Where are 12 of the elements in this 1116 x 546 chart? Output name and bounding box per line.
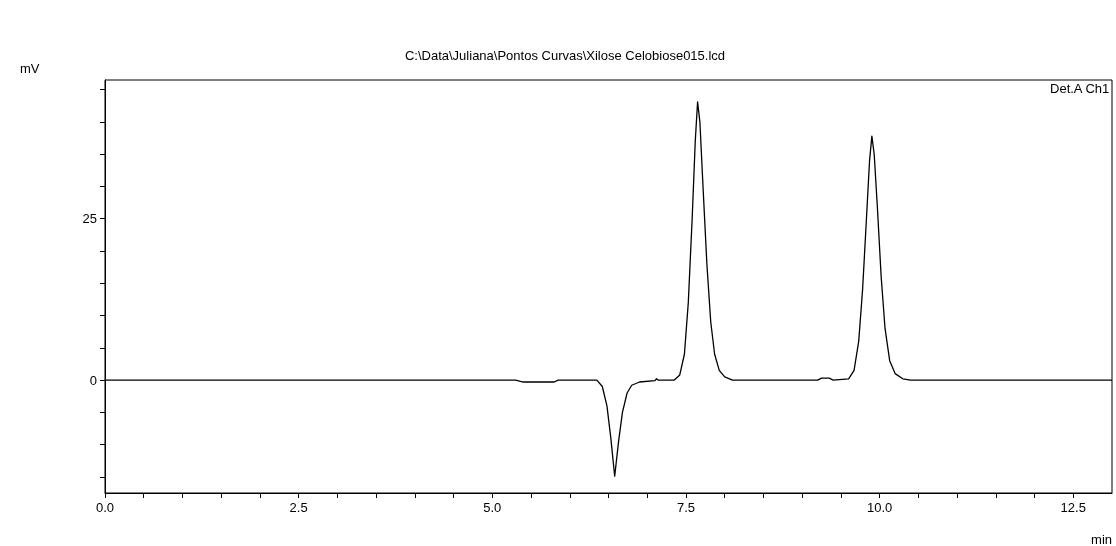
x-tick-label: 5.0 (483, 500, 502, 515)
x-tick-label: 7.5 (676, 500, 695, 515)
y-tick-label: 0 (89, 372, 97, 388)
annotation: Det.A Ch1 (1050, 81, 1110, 96)
x-tick-label: 10.0 (866, 500, 893, 515)
x-axis-title: min (1091, 532, 1113, 546)
y-tick-label: 25 (82, 211, 97, 227)
y-axis-title: mV (20, 61, 40, 76)
x-tick-label: 12.5 (1060, 500, 1086, 515)
x-tick-label: 0.0 (95, 500, 115, 515)
x-tick-label: 2.5 (289, 500, 308, 515)
chart-title: C:\Data\Juliana\Pontos Curvas\Xilose Celobiose015.lcd (404, 48, 726, 63)
